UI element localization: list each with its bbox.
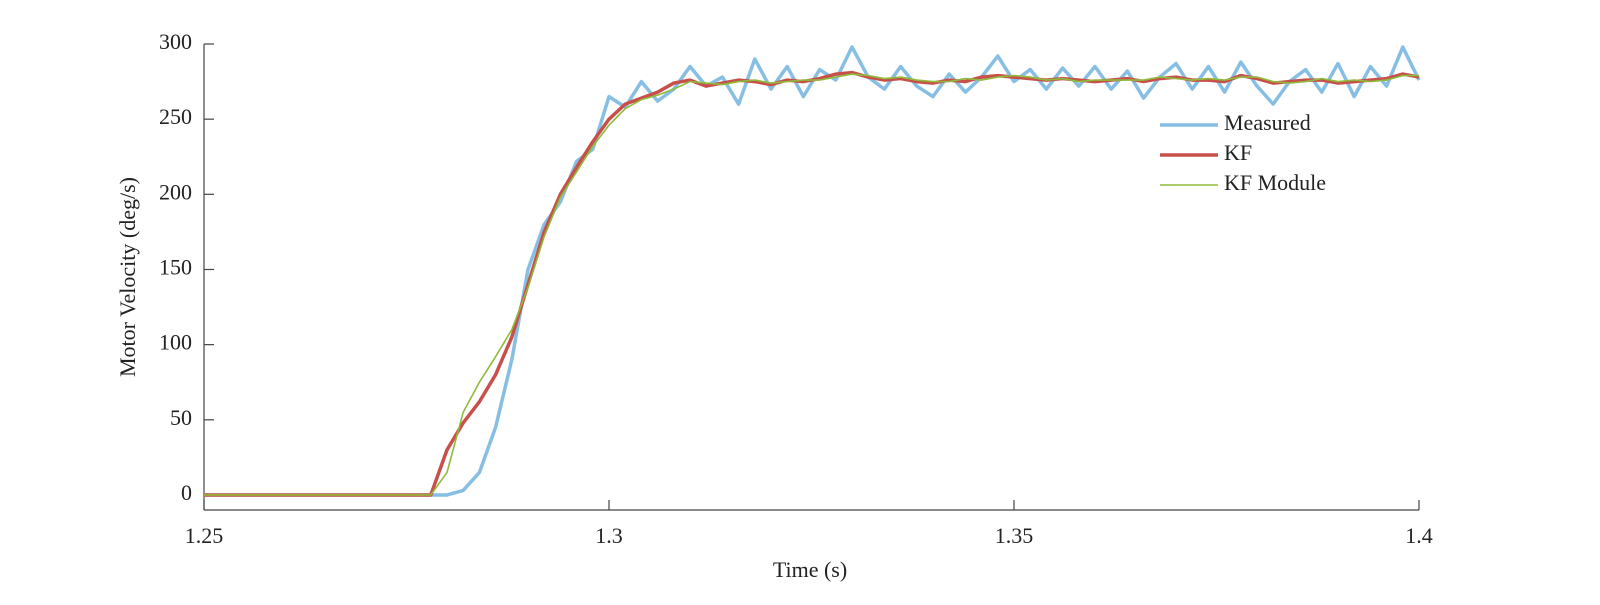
series-line: [204, 73, 1419, 496]
y-tick-label: 300: [159, 29, 192, 54]
x-tick-label: 1.4: [1405, 523, 1433, 548]
legend-label: Measured: [1224, 110, 1311, 135]
legend-label: KF: [1224, 140, 1252, 165]
y-tick-label: 150: [159, 255, 192, 280]
x-tick-label: 1.35: [995, 523, 1034, 548]
y-tick-label: 0: [181, 480, 192, 505]
y-tick-label: 200: [159, 179, 192, 204]
x-axis-label: Time (s): [773, 557, 847, 582]
y-tick-label: 50: [170, 405, 192, 430]
legend-label: KF Module: [1224, 170, 1326, 195]
series-line: [204, 70, 1420, 497]
y-axis-label: Motor Velocity (deg/s): [115, 177, 140, 377]
y-tick-label: 100: [159, 330, 192, 355]
x-tick-label: 1.3: [595, 523, 623, 548]
x-tick-label: 1.25: [185, 523, 224, 548]
y-tick-label: 250: [159, 104, 192, 129]
